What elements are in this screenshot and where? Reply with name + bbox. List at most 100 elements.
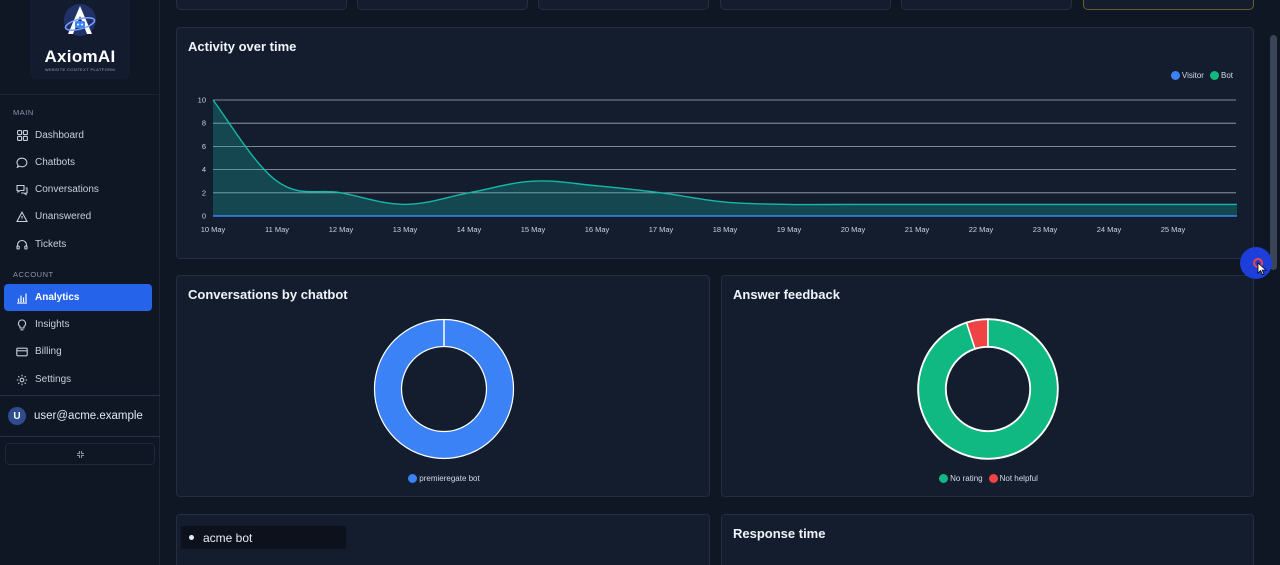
x-tick-label: 16 May [585, 225, 610, 234]
x-tick-label: 21 May [905, 225, 930, 234]
sidebar-item-label: Insights [35, 319, 70, 330]
brand-logo[interactable]: AxiomAI WEBSITE CONTEXT PLATFORM [30, 0, 130, 79]
activity-title: Activity over time [188, 39, 297, 54]
brand-tagline: WEBSITE CONTEXT PLATFORM [44, 67, 116, 72]
activity-legend: Visitor Bot [1170, 71, 1233, 80]
page-scrollbar[interactable] [1270, 35, 1277, 270]
feedback-chart-title: Answer feedback [733, 287, 840, 302]
sidebar-item-billing[interactable]: Billing [4, 338, 152, 365]
bot-series-line [212, 99, 1237, 206]
avatar: U [8, 407, 26, 425]
sidebar-item-label: Dashboard [35, 130, 84, 141]
sidebar-item-insights[interactable]: Insights [4, 311, 152, 338]
x-tick-label: 19 May [777, 225, 802, 234]
gear-icon [15, 373, 29, 387]
x-tick-label: 18 May [713, 225, 738, 234]
x-tick-label: 10 May [201, 225, 226, 234]
activity-panel: Activity over time Visitor Bot [176, 27, 1254, 259]
chat-icon [15, 156, 29, 170]
x-tick-label: 15 May [521, 225, 546, 234]
chatbot-donut-chart [373, 318, 515, 460]
donut-outer-ring [373, 318, 515, 460]
sidebar-item-label: Conversations [35, 184, 99, 195]
y-tick-label: 4 [202, 165, 206, 174]
legend-item-bot[interactable]: Bot [1209, 71, 1233, 80]
chatbot-swatch [408, 474, 418, 483]
donut-outer-ring [917, 318, 1059, 460]
sidebar: AxiomAI WEBSITE CONTEXT PLATFORM MAIN Da… [0, 0, 160, 565]
bot-filter-label: acme bot [203, 530, 253, 545]
collapse-icon [76, 450, 84, 458]
collapse-sidebar-button[interactable] [5, 443, 155, 465]
visitor-swatch [1170, 71, 1180, 80]
sidebar-item-label: Chatbots [35, 157, 76, 168]
conversations-icon [15, 183, 29, 197]
sidebar-item-label: Settings [35, 374, 72, 385]
stat-card [357, 0, 528, 10]
sidebar-item-label: Unanswered [35, 211, 92, 222]
legend-label: Bot [1220, 71, 1233, 80]
sidebar-item-dashboard[interactable]: Dashboard [4, 122, 152, 149]
legend-item-no-rating[interactable]: No rating [939, 474, 983, 483]
y-tick-label: 6 [202, 142, 206, 151]
x-tick-label: 11 May [265, 225, 289, 234]
stat-card-highlighted[interactable] [1083, 0, 1254, 10]
bar-chart-icon [15, 291, 29, 305]
activity-chart: 0 2 4 6 8 10 10 May 11 May 12 May 13 May 14 May 15 … [198, 96, 1237, 234]
mouse-pointer-icon [1257, 262, 1267, 276]
bullet-icon [189, 535, 194, 540]
sidebar-item-conversations[interactable]: Conversations [4, 176, 152, 203]
x-tick-label: 23 May [1033, 225, 1058, 234]
x-tick-label: 20 May [841, 225, 866, 234]
warning-icon [15, 210, 29, 224]
grid-icon [15, 129, 29, 143]
stat-card [901, 0, 1072, 10]
legend-label: Visitor [1181, 71, 1204, 80]
legend-item-not-helpful[interactable]: Not helpful [988, 474, 1038, 483]
bot-filter-chip[interactable]: acme bot [181, 526, 346, 549]
legend-label: premieregate bot [419, 474, 480, 483]
logo-icon [64, 4, 96, 36]
sidebar-item-settings[interactable]: Settings [4, 366, 152, 393]
sidebar-item-unanswered[interactable]: Unanswered [4, 203, 152, 230]
brand-name: AxiomAI [44, 47, 116, 66]
x-tick-label: 22 May [969, 225, 994, 234]
conversations-by-chatbot-panel: Conversations by chatbot premieregate bo… [176, 275, 710, 497]
legend-label: No rating [950, 474, 983, 483]
sidebar-item-label: Analytics [35, 292, 80, 303]
divider [0, 94, 160, 95]
card-icon [15, 345, 29, 359]
x-tick-label: 14 May [457, 225, 482, 234]
stat-card [538, 0, 709, 10]
user-menu[interactable]: U user@acme.example [0, 395, 160, 437]
chatbot-chart-title: Conversations by chatbot [188, 287, 348, 302]
lightbulb-icon [15, 318, 29, 332]
section-label-account: ACCOUNT [13, 270, 54, 279]
sidebar-item-tickets[interactable]: Tickets [4, 231, 152, 258]
chatbot-legend: premieregate bot [177, 474, 711, 483]
response-time-title: Response time [733, 526, 826, 541]
stat-card [176, 0, 347, 10]
feedback-legend: No rating Not helpful [722, 474, 1255, 483]
y-tick-label: 10 [198, 96, 206, 105]
donut-inner-ring [400, 345, 488, 433]
legend-label: Not helpful [999, 474, 1038, 483]
not-helpful-swatch [988, 474, 998, 483]
no-rating-swatch [939, 474, 949, 483]
headset-icon [15, 238, 29, 252]
y-tick-label: 0 [202, 212, 206, 221]
x-tick-label: 12 May [329, 225, 354, 234]
x-tick-label: 24 May [1097, 225, 1122, 234]
sidebar-item-chatbots[interactable]: Chatbots [4, 149, 152, 176]
y-tick-label: 8 [202, 119, 206, 128]
y-tick-label: 2 [202, 188, 206, 197]
response-time-panel: Response time [721, 514, 1254, 565]
answer-feedback-panel: Answer feedback No rating Not helpful [721, 275, 1254, 497]
legend-item-visitor[interactable]: Visitor [1170, 71, 1204, 80]
legend-item-chatbot[interactable]: premieregate bot [408, 474, 480, 483]
x-tick-label: 17 May [649, 225, 674, 234]
sidebar-item-label: Tickets [35, 239, 67, 250]
x-tick-label: 25 May [1161, 225, 1186, 234]
sidebar-item-analytics[interactable]: Analytics [4, 284, 152, 311]
user-email: user@acme.example [34, 410, 143, 422]
